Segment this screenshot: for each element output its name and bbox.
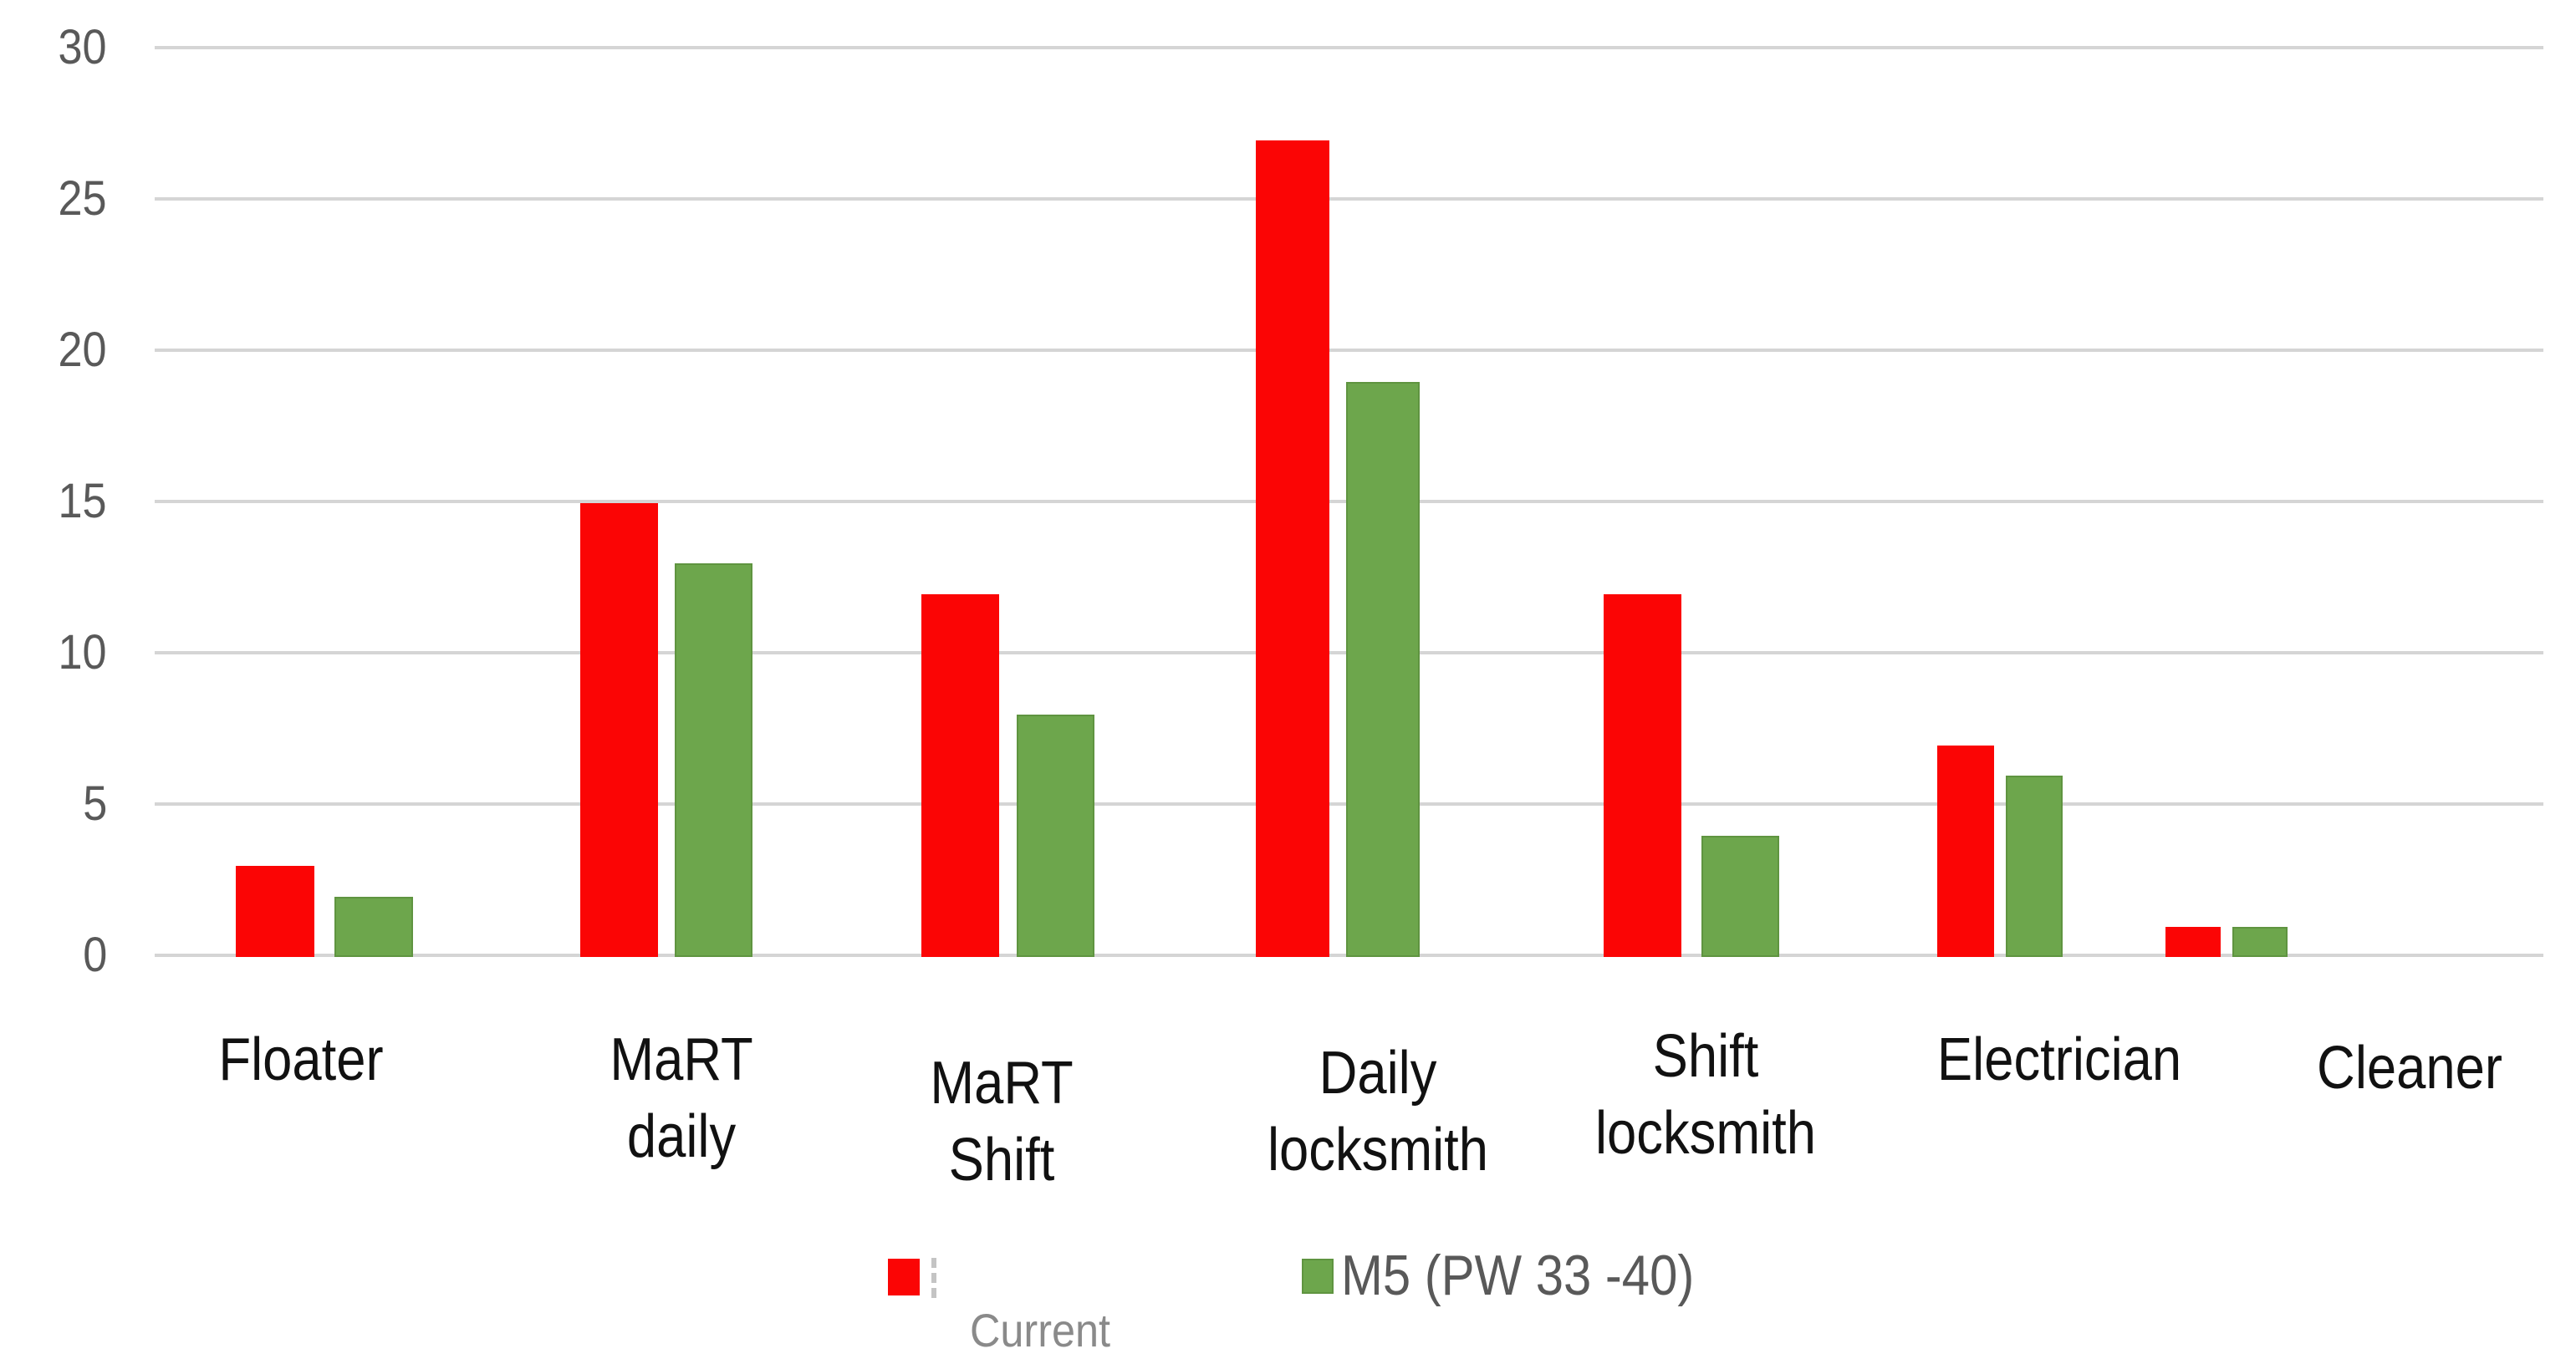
x-label-text: Floater (218, 1026, 384, 1093)
bar-current-status-mart-shift (921, 594, 999, 957)
y-tick-text: 10 (58, 625, 107, 680)
bar-m5-pw-33-40-mart-shift (1017, 715, 1094, 957)
x-label-cleaner: Cleaner (2304, 1030, 2515, 1107)
bar-current-status-mart-daily (580, 503, 658, 957)
x-label-text: Cleaner (2317, 1035, 2502, 1102)
gridline-25 (155, 197, 2543, 201)
y-tick-text: 15 (58, 474, 107, 528)
x-label-text: Daily locksmith (1267, 1040, 1489, 1183)
x-label-mart-shift: MaRT Shift (921, 1045, 1084, 1199)
bar-m5-pw-33-40-cleaner (2232, 927, 2288, 957)
legend-swatch-current-status (888, 1259, 920, 1295)
bar-m5-pw-33-40-floater (334, 897, 413, 957)
y-tick-label-15: 15 (0, 477, 107, 526)
x-label-text: Electrician (1936, 1026, 2182, 1093)
gridline-20 (155, 349, 2543, 352)
bar-current-status-cleaner (2165, 927, 2221, 957)
x-label-text: MaRT daily (610, 1026, 753, 1170)
x-label-daily-locksmith: Daily locksmith (1252, 1035, 1503, 1188)
legend-label-current-status: Current status (970, 1304, 1111, 1356)
bar-m5-pw-33-40-electrician (2006, 776, 2063, 957)
y-tick-label-10: 10 (0, 629, 107, 677)
x-label-text: Shift locksmith (1594, 1023, 1817, 1167)
bar-current-status-electrician (1937, 746, 1994, 957)
y-tick-text: 5 (82, 776, 107, 831)
bar-current-status-shift-locksmith (1604, 594, 1681, 957)
bar-current-status-daily-locksmith (1256, 140, 1329, 957)
x-label-mart-daily: MaRT daily (600, 1021, 763, 1175)
x-label-floater: Floater (207, 1021, 395, 1098)
legend-label-m5: M5 (PW 33 -40) (1341, 1244, 1695, 1307)
bar-current-status-floater (236, 866, 314, 957)
x-label-electrician: Electrician (1921, 1021, 2198, 1098)
y-tick-text: 20 (58, 323, 107, 377)
y-tick-text: 25 (58, 171, 107, 226)
bar-m5-pw-33-40-shift-locksmith (1701, 836, 1779, 957)
gridline-30 (155, 46, 2543, 49)
y-tick-label-5: 5 (0, 780, 107, 828)
legend-swatch-m5 (1302, 1259, 1334, 1294)
y-tick-label-30: 30 (0, 23, 107, 72)
x-label-text: MaRT Shift (930, 1050, 1074, 1194)
x-label-shift-locksmith: Shift locksmith (1580, 1018, 1831, 1172)
y-tick-text: 0 (82, 928, 107, 982)
legend-clipped-text-fragment (931, 1258, 936, 1298)
y-tick-text: 30 (58, 20, 107, 74)
bar-m5-pw-33-40-mart-daily (675, 563, 752, 957)
y-tick-label-20: 20 (0, 326, 107, 374)
bar-m5-pw-33-40-daily-locksmith (1346, 382, 1420, 957)
y-tick-label-25: 25 (0, 175, 107, 223)
y-tick-label-0: 0 (0, 931, 107, 980)
